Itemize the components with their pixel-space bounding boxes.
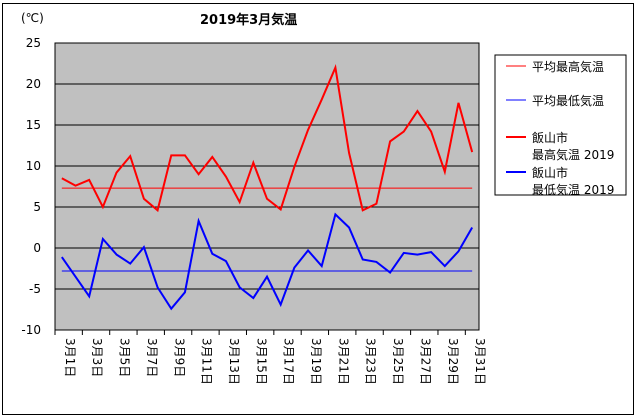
x-tick-label: 3月9日 <box>172 338 186 377</box>
legend-label: 飯山市 <box>532 130 568 145</box>
x-tick-label: 3月25日 <box>391 338 405 385</box>
y-tick-label: -10 <box>21 323 41 337</box>
y-axis-unit: (℃) <box>21 11 44 25</box>
x-tick-label: 3月11日 <box>200 338 214 385</box>
y-tick-label: 15 <box>26 118 41 132</box>
x-tick-label: 3月15日 <box>254 338 268 385</box>
y-tick-label: 5 <box>33 200 41 214</box>
x-tick-label: 3月13日 <box>227 338 241 385</box>
legend-label: 平均最高気温 <box>532 59 604 74</box>
y-tick-label: 10 <box>26 159 41 173</box>
legend-label: 最低気温 2019 <box>532 182 614 197</box>
x-tick-label: 3月27日 <box>418 338 432 385</box>
legend-label: 飯山市 <box>532 165 568 180</box>
series-line-3 <box>61 212 474 311</box>
x-tick-label: 3月17日 <box>282 338 296 385</box>
x-tick-label: 3月1日 <box>63 338 77 377</box>
series-line-2 <box>61 64 474 213</box>
y-tick-label: 0 <box>33 241 41 255</box>
chart-title: 2019年3月気温 <box>200 12 297 28</box>
x-tick-label: 3月29日 <box>446 338 460 385</box>
x-tick-label: 3月31日 <box>473 338 487 385</box>
x-tick-label: 3月23日 <box>364 338 378 385</box>
legend-label: 平均最低気温 <box>532 93 604 108</box>
plot-area <box>54 42 480 331</box>
x-tick-label: 3月19日 <box>309 338 323 385</box>
x-tick-label: 3月5日 <box>118 338 132 377</box>
y-tick-label: 20 <box>26 77 41 91</box>
y-tick-label: 25 <box>26 36 41 50</box>
x-tick-label: 3月7日 <box>145 338 159 377</box>
chart-border <box>2 3 634 415</box>
y-tick-label: -5 <box>29 282 41 296</box>
x-tick-label: 3月21日 <box>336 338 350 385</box>
legend-label: 最高気温 2019 <box>532 147 614 162</box>
x-tick-label: 3月3日 <box>90 338 104 377</box>
